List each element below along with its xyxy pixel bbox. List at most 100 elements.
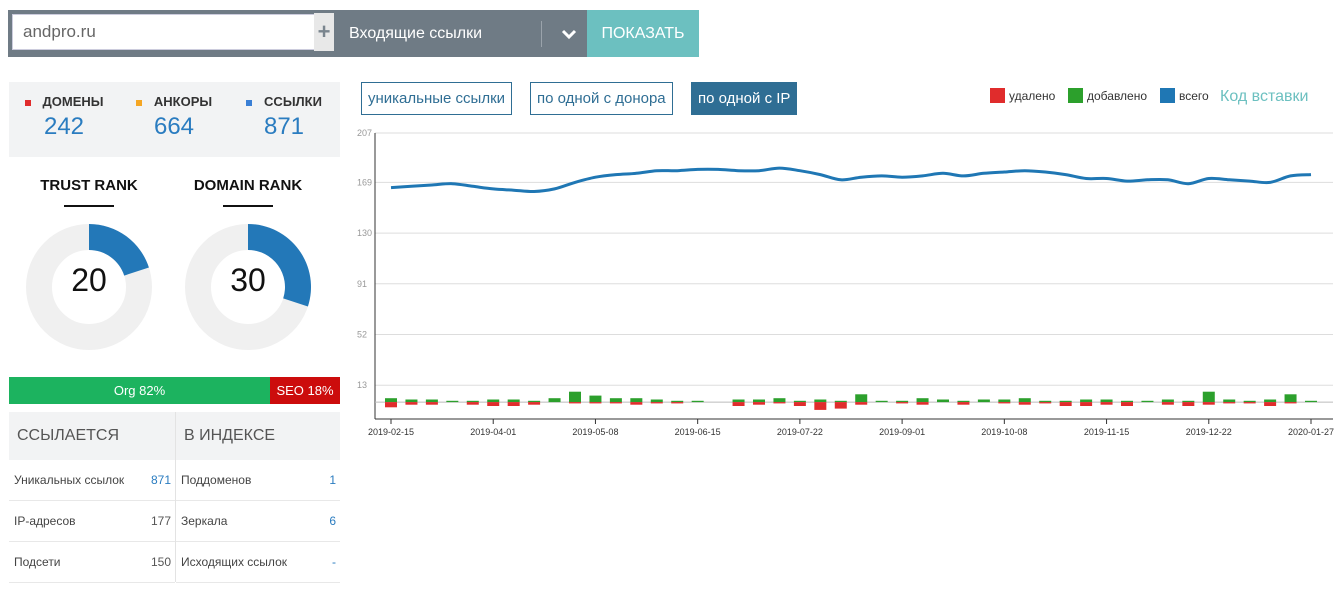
added-bar <box>814 399 827 403</box>
row-label: IP-адресов <box>14 514 76 528</box>
removed-bar <box>1100 402 1113 405</box>
stat-links[interactable]: ССЫЛКИ 871 <box>229 82 339 141</box>
removed-bar <box>650 402 663 404</box>
added-bar <box>916 398 929 403</box>
x-tick-label: 2019-07-22 <box>777 427 823 437</box>
search-bar: + Входящие ссылки ПОКАЗАТЬ <box>8 10 699 57</box>
domain-rank-value: 30 <box>230 262 266 298</box>
x-tick-label: 2019-04-01 <box>470 427 516 437</box>
stats-panel: ДОМЕНЫ 242 АНКОРЫ 664 ССЫЛКИ 871 <box>9 82 340 157</box>
row-label: Исходящих ссылок <box>181 555 287 569</box>
table-row: Подсети 150 <box>9 542 175 583</box>
stat-domains[interactable]: ДОМЕНЫ 242 <box>9 82 119 141</box>
chevron-down-icon[interactable] <box>551 10 587 57</box>
added-bar <box>998 399 1011 403</box>
added-bar <box>589 395 602 403</box>
row-label: Уникальных ссылок <box>14 473 125 487</box>
removed-bar <box>1264 402 1277 406</box>
removed-bar <box>487 402 500 406</box>
removed-bar <box>1202 402 1215 405</box>
report-type-select[interactable]: Входящие ссылки <box>349 25 483 42</box>
added-bar <box>834 400 847 403</box>
y-tick-label: 130 <box>357 228 372 238</box>
org-seo-bar: Org 82% SEO 18% <box>9 377 340 404</box>
y-tick-label: 91 <box>357 279 367 289</box>
removed-bar <box>630 402 643 405</box>
added-bar <box>1141 400 1154 403</box>
removed-bar <box>1121 402 1133 406</box>
row-value[interactable]: - <box>332 555 336 569</box>
domain-input[interactable] <box>12 14 318 50</box>
y-tick-label: 207 <box>357 128 372 138</box>
added-bar <box>385 398 397 403</box>
added-bar <box>937 399 949 403</box>
domain-rank-title: DOMAIN RANK <box>193 177 303 194</box>
add-domain-button[interactable]: + <box>314 13 334 51</box>
removed-bar <box>1080 402 1093 406</box>
table-row: Уникальных ссылок 871 <box>9 460 175 501</box>
row-label: Поддоменов <box>181 473 252 487</box>
removed-bar <box>834 402 847 409</box>
embed-code-link[interactable]: Код вставки <box>1220 88 1309 105</box>
y-tick-label: 52 <box>357 330 367 340</box>
total-line <box>390 166 1312 194</box>
removed-swatch-icon <box>990 88 1005 103</box>
domains-dot-icon <box>24 99 31 106</box>
tab-unique-links[interactable]: уникальные ссылки <box>361 82 513 115</box>
row-value[interactable]: 871 <box>150 473 171 487</box>
removed-bar <box>528 402 541 405</box>
added-bar <box>1039 400 1052 403</box>
legend-item-total[interactable]: всего <box>1160 88 1209 104</box>
tab-one-per-donor[interactable]: по одной с донора <box>530 82 673 115</box>
row-value[interactable]: 6 <box>329 514 336 528</box>
added-bar <box>1223 399 1236 403</box>
removed-bar <box>1243 402 1256 404</box>
x-tick-label: 2019-02-15 <box>368 427 414 437</box>
stat-label: ССЫЛКИ <box>264 94 322 109</box>
added-bar <box>855 394 868 403</box>
legend-label: всего <box>1179 89 1209 103</box>
stat-value: 871 <box>263 113 305 140</box>
legend-label: добавлено <box>1087 89 1148 103</box>
right-column: В ИНДЕКСЕ Поддоменов 1 Зеркала 6 Исходящих… <box>176 412 340 583</box>
y-tick-label: 169 <box>357 177 372 187</box>
added-bar <box>466 400 479 403</box>
added-bar <box>793 400 806 403</box>
added-bar <box>875 400 888 403</box>
legend-item-added[interactable]: добавлено <box>1068 88 1147 104</box>
removed-bar <box>773 402 786 404</box>
added-bar <box>1305 400 1317 403</box>
removed-bar <box>957 402 970 405</box>
row-label: Подсети <box>14 555 61 569</box>
removed-bar <box>405 402 418 405</box>
removed-bar <box>732 402 745 406</box>
removed-bar <box>425 402 438 405</box>
added-swatch-icon <box>1068 88 1083 103</box>
trust-rank-underline <box>64 205 114 207</box>
added-bar <box>1264 399 1277 403</box>
removed-bar <box>466 402 479 405</box>
legend-item-removed[interactable]: удалено <box>990 88 1055 104</box>
removed-bar <box>1059 402 1072 406</box>
tab-one-per-ip[interactable]: по одной с IP <box>691 82 798 115</box>
donut-segment <box>248 224 311 307</box>
row-value[interactable]: 1 <box>329 473 336 487</box>
removed-bar <box>1018 402 1031 405</box>
added-bar <box>650 399 663 403</box>
removed-bar <box>1284 402 1297 404</box>
select-divider <box>541 21 542 47</box>
stat-anchors[interactable]: АНКОРЫ 664 <box>119 82 229 141</box>
left-column: ССЫЛАЕТСЯ Уникальных ссылок 871 IP-адресо… <box>9 412 175 583</box>
removed-bar <box>814 402 827 410</box>
column-header: В ИНДЕКСЕ <box>176 412 340 460</box>
stat-label: ДОМЕНЫ <box>42 94 104 109</box>
table-row: Поддоменов 1 <box>176 460 340 501</box>
removed-bar <box>589 402 602 404</box>
column-header: ССЫЛАЕТСЯ <box>9 412 175 460</box>
added-bar <box>1121 400 1133 403</box>
stat-label: АНКОРЫ <box>153 94 213 109</box>
links-dot-icon <box>246 99 253 106</box>
org-segment: Org 82% <box>9 377 270 404</box>
show-button[interactable]: ПОКАЗАТЬ <box>587 10 699 57</box>
row-value: 177 <box>150 514 171 528</box>
